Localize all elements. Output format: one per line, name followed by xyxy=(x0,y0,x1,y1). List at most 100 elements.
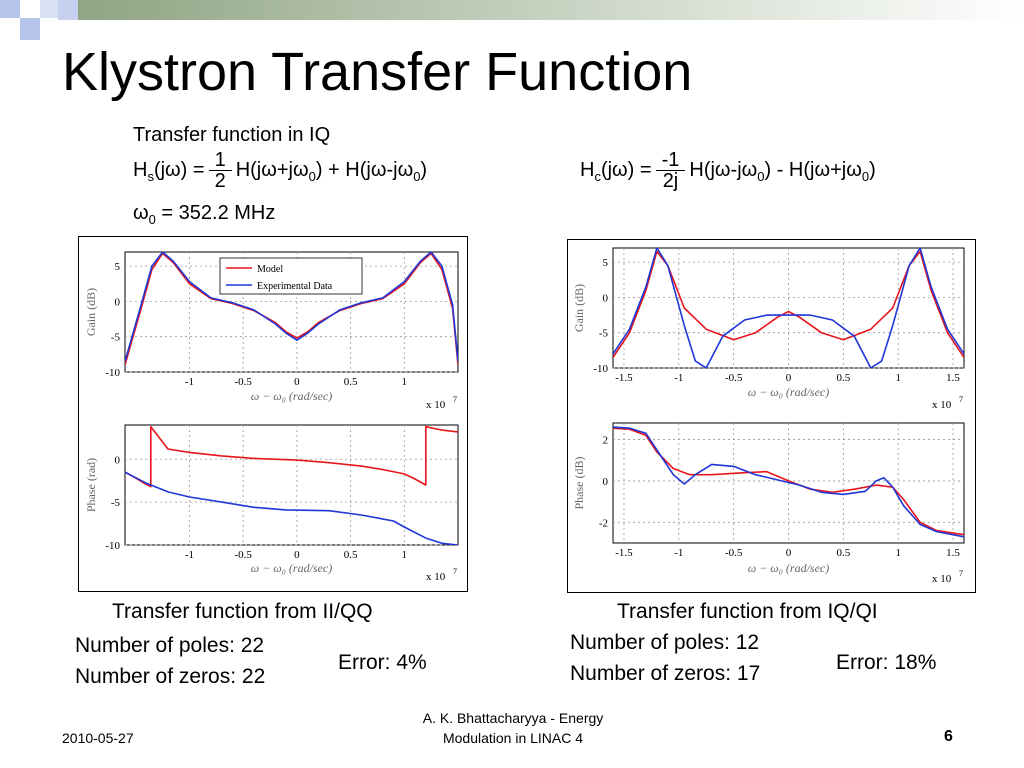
hc-denominator: 2j xyxy=(662,170,679,192)
y-tick-label: -2 xyxy=(599,517,608,529)
y-tick-label: -10 xyxy=(105,540,120,552)
hs-equation: Hs(jω) = 1 2 H(jω+jω0) + H(jω-jω0) xyxy=(133,150,427,191)
corner-square xyxy=(40,0,58,18)
hc-equation: Hc(jω) = -1 2j H(jω-jω0) - H(jω+jω0) xyxy=(580,150,876,191)
omega-lhs: ω xyxy=(133,202,149,224)
hs-lhs: H xyxy=(133,158,148,181)
y-tick-label: 5 xyxy=(603,257,609,269)
y-axis-label: Gain (dB) xyxy=(572,284,586,332)
chart-3: -1.5 -1 -0.5 0 0.5 1 1.5 5 0 -5 -10 ω − ω₀ (rad/sec… xyxy=(572,247,965,411)
hc-rhs-c: ) xyxy=(869,158,876,181)
hs-sub: s xyxy=(147,168,154,184)
y-tick-label: -5 xyxy=(111,497,121,509)
x-tick-label: 0 xyxy=(294,376,300,388)
x-tick-label: -1.5 xyxy=(615,372,633,384)
series-experimental-line xyxy=(613,426,964,538)
series-experimental-line xyxy=(613,248,964,368)
y-tick-label: 2 xyxy=(603,435,609,447)
hs-arg: (jω) = xyxy=(153,158,205,181)
x-tick-label: -1 xyxy=(674,372,683,384)
left-caption: Transfer function from II/QQ xyxy=(112,600,373,623)
title-bar-decoration xyxy=(0,0,1024,40)
x-tick-label: 0 xyxy=(786,547,792,559)
hs-rhs-a: H(jω+jω xyxy=(235,158,309,181)
gradient-bar xyxy=(78,0,1024,20)
x-tick-label: 1.5 xyxy=(946,372,960,384)
hc-rhs-b: ) - H(jω+jω xyxy=(764,158,862,181)
x-scale-exponent: 7 xyxy=(453,395,457,404)
sub-zero: 0 xyxy=(413,168,421,184)
hs-numerator: 1 xyxy=(208,150,232,171)
x-tick-label: -1 xyxy=(185,376,194,388)
y-tick-label: 0 xyxy=(115,296,121,308)
x-scale-note: x 10 xyxy=(932,573,952,585)
sub-zero: 0 xyxy=(308,168,316,184)
right-caption: Transfer function from IQ/QI xyxy=(617,600,878,623)
x-tick-label: -0.5 xyxy=(234,549,252,561)
right-error: Error: 18% xyxy=(836,651,937,674)
legend-label: Model xyxy=(257,264,283,275)
hc-numerator: -1 xyxy=(655,150,686,171)
hc-arg: (jω) = xyxy=(600,158,652,181)
y-tick-label: 0 xyxy=(603,292,609,304)
hc-lhs: H xyxy=(580,158,595,181)
series-model-line xyxy=(613,427,964,536)
hs-rhs-c: ) xyxy=(420,158,428,181)
x-scale-note: x 10 xyxy=(932,399,952,411)
x-tick-label: 0 xyxy=(294,549,300,561)
hc-fraction: -1 2j xyxy=(655,150,686,192)
x-tick-label: 0.5 xyxy=(344,549,358,561)
left-zeros: Number of zeros: 22 xyxy=(75,665,266,688)
legend-label: Experimental Data xyxy=(257,281,333,292)
x-tick-label: 1 xyxy=(402,549,408,561)
hc-sub: c xyxy=(594,168,601,184)
y-axis-label: Phase (dB) xyxy=(572,457,586,510)
footer-date: 2010-05-27 xyxy=(62,730,134,746)
hs-rhs-b: ) + H(jω-jω xyxy=(315,158,414,181)
hs-denominator: 2 xyxy=(214,170,226,192)
corner-square xyxy=(58,0,78,20)
sub-zero: 0 xyxy=(757,168,765,184)
x-scale-note: x 10 xyxy=(426,399,446,411)
x-tick-label: 1.5 xyxy=(946,547,960,559)
y-axis-label: Phase (rad) xyxy=(84,458,98,512)
x-tick-label: 0.5 xyxy=(836,372,850,384)
sub-zero: 0 xyxy=(861,168,870,184)
series-model-line xyxy=(125,252,458,366)
sub-zero: 0 xyxy=(148,212,156,227)
x-tick-label: -1.5 xyxy=(615,547,633,559)
x-axis-label: ω − ω₀ (rad/sec) xyxy=(251,389,333,403)
footer-author: A. K. Bhattacharyya - Energy Modulation … xyxy=(422,710,604,746)
x-tick-label: -0.5 xyxy=(725,547,743,559)
series-experimental-line xyxy=(125,471,458,545)
chart-2: -1 -0.5 0 0.5 1 0 -5 -10 ω − ω₀ (rad/sec) Phase (… xyxy=(84,424,459,583)
y-axis-label: Gain (dB) xyxy=(84,288,98,336)
y-tick-label: -10 xyxy=(593,363,608,375)
x-tick-label: 0 xyxy=(786,372,792,384)
x-scale-note: x 10 xyxy=(426,571,446,583)
right-poles: Number of poles: 12 xyxy=(570,631,760,654)
chart-1: -1 -0.5 0 0.5 1 5 0 -5 -10 ω − ω₀ (rad/sec) Gain (… xyxy=(84,251,459,411)
x-tick-label: -0.5 xyxy=(234,376,252,388)
subtitle: Transfer function in IQ xyxy=(133,124,331,146)
hc-rhs-a: H(jω-jω xyxy=(689,158,758,181)
chart-4: -1.5 -1 -0.5 0 0.5 1 1.5 2 0 -2 ω − ω₀ (rad/sec) Ph… xyxy=(572,422,965,585)
plot-frame xyxy=(124,424,459,546)
x-tick-label: -1 xyxy=(185,549,194,561)
page-number: 6 xyxy=(944,728,953,745)
series-model-line xyxy=(125,425,458,488)
x-tick-label: 0.5 xyxy=(344,376,358,388)
series-experimental-line xyxy=(125,252,458,362)
y-tick-label: 5 xyxy=(115,261,121,273)
y-tick-label: 0 xyxy=(603,476,609,488)
x-tick-label: 1 xyxy=(895,547,901,559)
x-scale-exponent: 7 xyxy=(453,567,457,576)
corner-square xyxy=(0,0,20,18)
corner-square xyxy=(20,18,40,40)
x-axis-label: ω − ω₀ (rad/sec) xyxy=(748,385,830,399)
y-tick-label: -5 xyxy=(599,328,609,340)
x-tick-label: 1 xyxy=(895,372,901,384)
series-model-line xyxy=(613,250,964,358)
